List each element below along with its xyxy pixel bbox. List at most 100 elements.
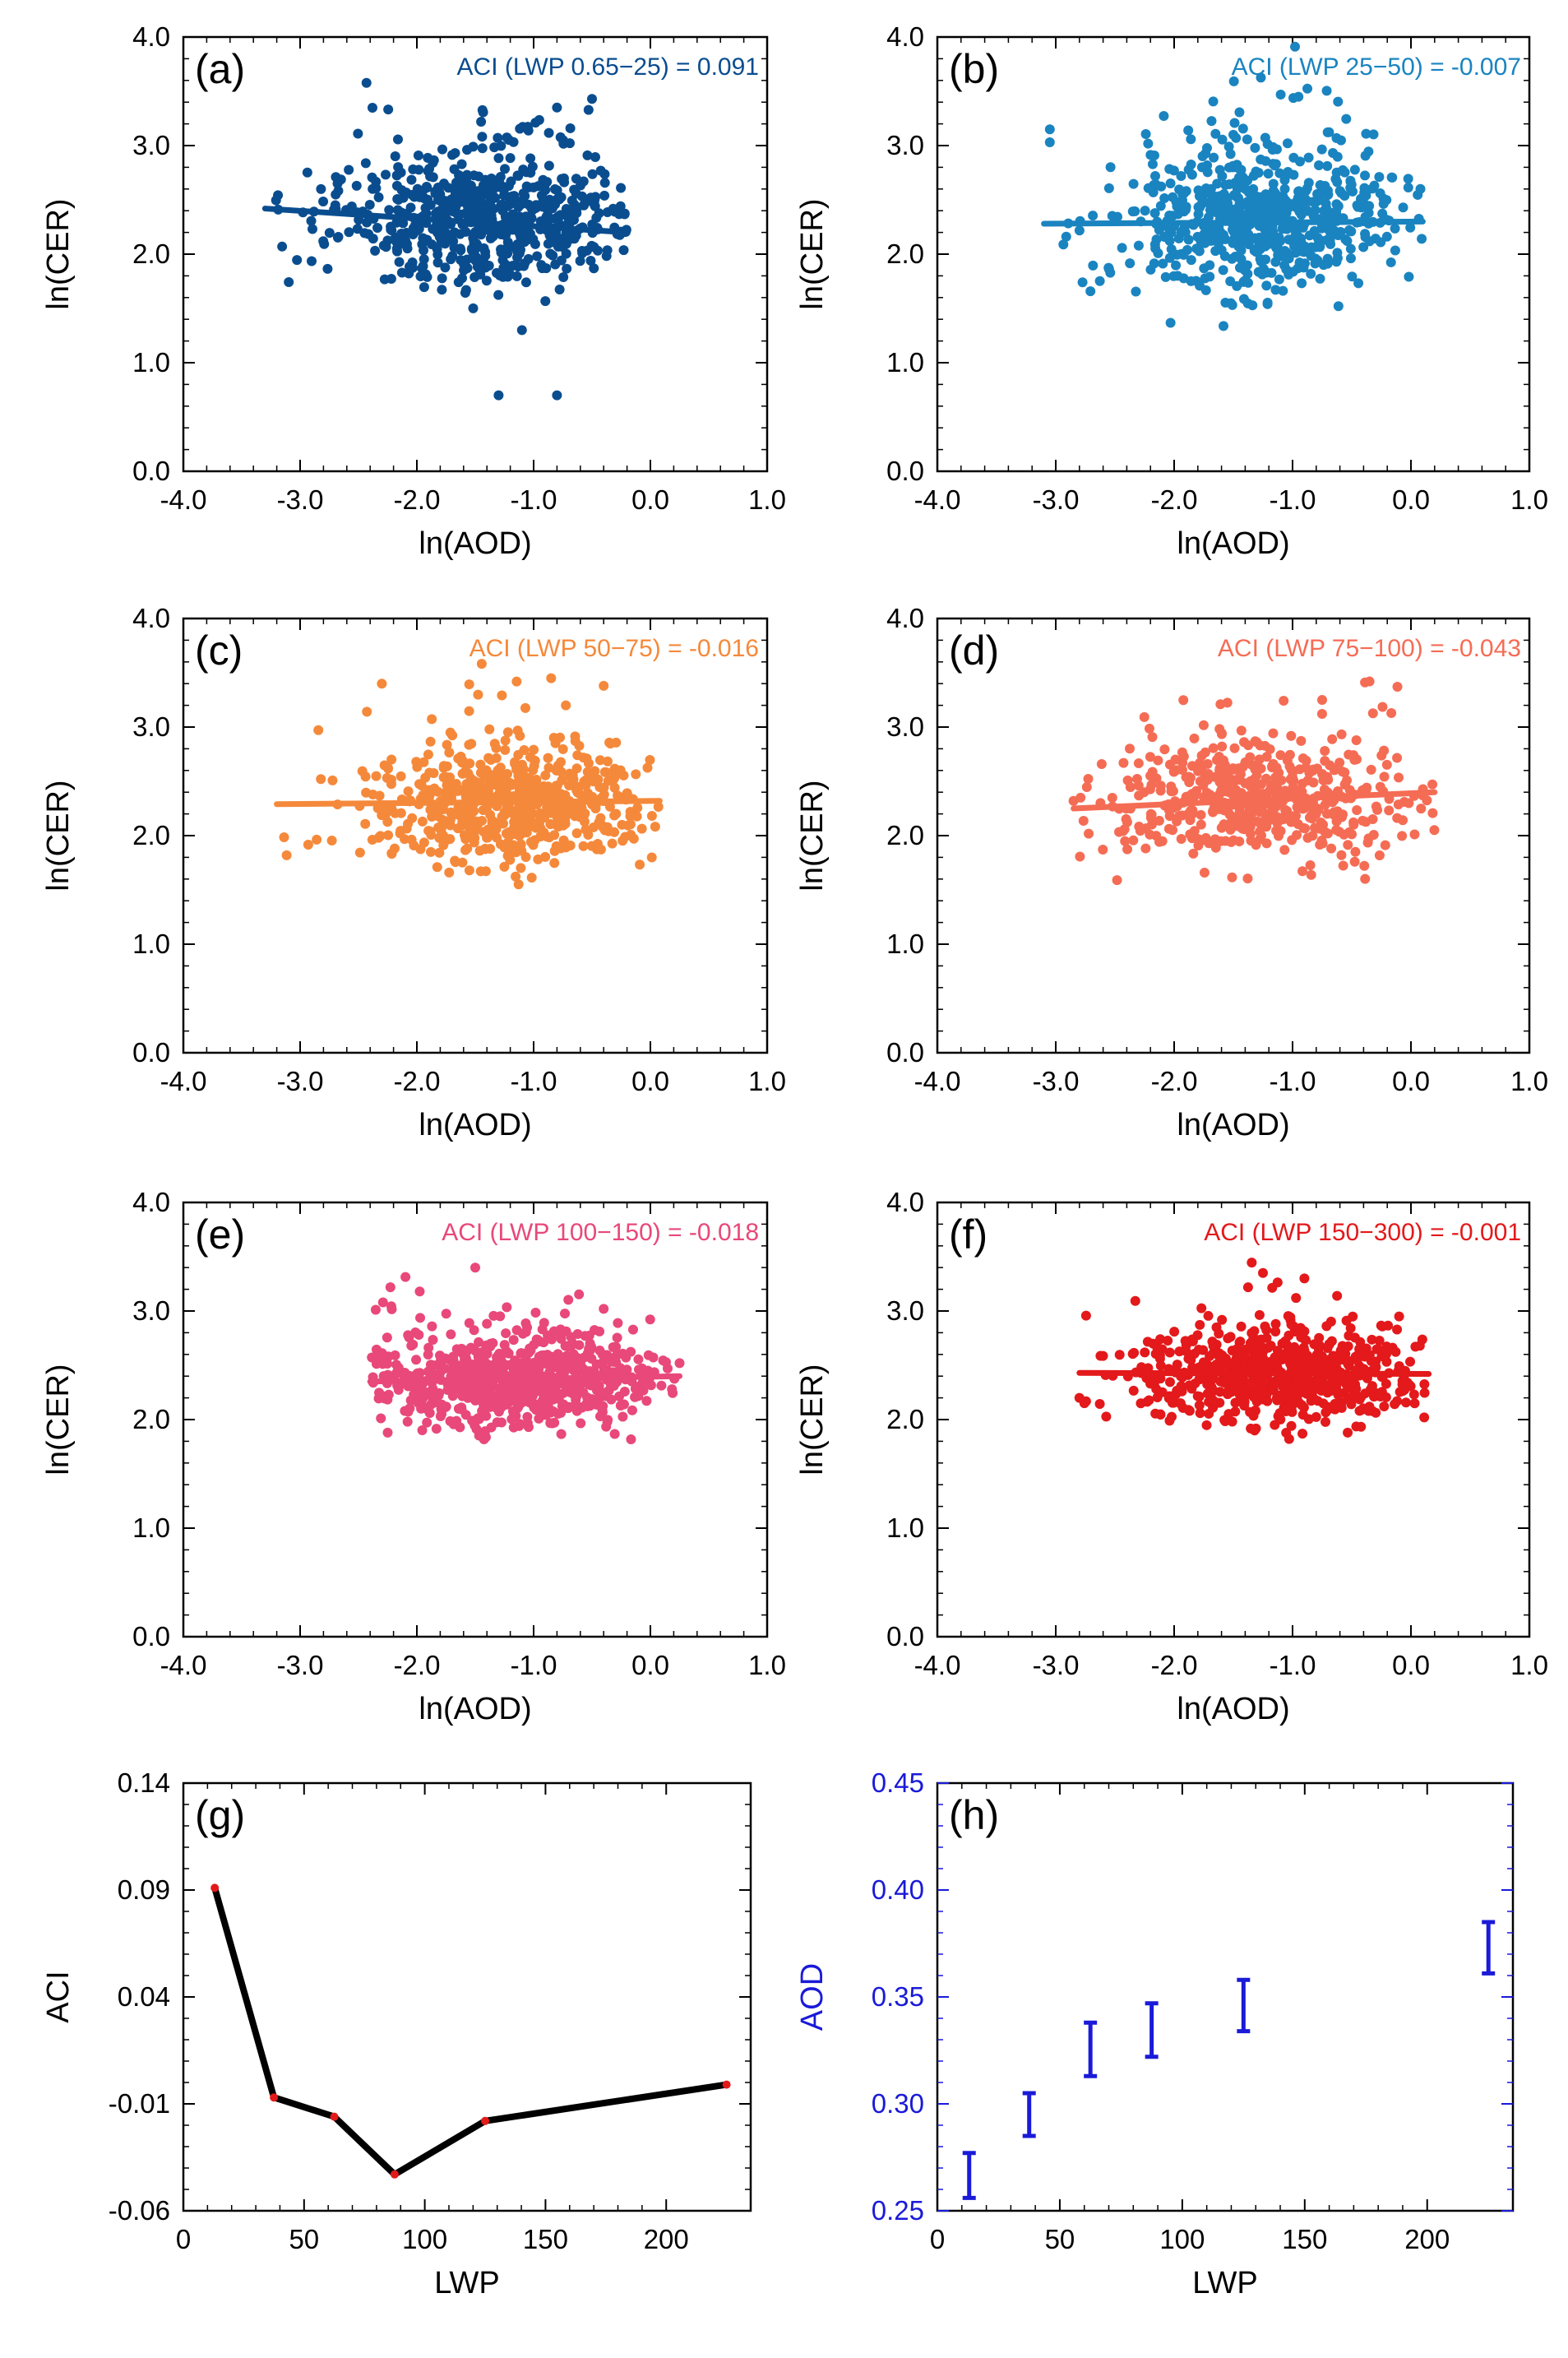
data-point	[1322, 1403, 1333, 1414]
panel-label: (h)	[949, 1792, 999, 1838]
data-point	[507, 260, 518, 271]
data-point	[501, 1328, 511, 1339]
data-point	[499, 1340, 510, 1350]
data-point	[1234, 197, 1245, 208]
data-point	[372, 222, 383, 233]
data-point	[392, 194, 403, 205]
data-point	[459, 830, 469, 841]
data-point	[1098, 845, 1108, 855]
data-point	[1329, 807, 1339, 818]
data-point	[438, 178, 449, 189]
x-tick-label: 100	[1159, 2224, 1205, 2254]
panel-label: (b)	[949, 46, 999, 92]
data-point	[1305, 860, 1316, 871]
data-point	[1330, 1399, 1340, 1410]
data-point	[630, 1383, 641, 1394]
data-point	[598, 1401, 608, 1411]
y-axis-label: ln(CER)	[795, 198, 830, 309]
data-point	[1314, 1332, 1325, 1343]
data-point	[1381, 1356, 1392, 1367]
y-tick-label: 0.0	[132, 1621, 170, 1652]
data-point	[1171, 765, 1182, 776]
data-point	[1084, 828, 1094, 839]
data-point	[606, 1394, 617, 1405]
data-point	[1267, 1282, 1278, 1293]
data-point	[469, 1325, 479, 1336]
data-point	[417, 1425, 428, 1435]
data-point	[617, 1411, 628, 1422]
data-point	[1186, 833, 1197, 844]
data-point	[626, 829, 636, 840]
data-point	[1335, 135, 1346, 146]
data-point	[1223, 197, 1233, 208]
data-point	[479, 1369, 490, 1379]
data-point	[1260, 808, 1270, 819]
data-point	[1171, 260, 1182, 271]
data-point	[609, 1429, 620, 1439]
data-point	[1151, 1383, 1162, 1394]
data-point	[1332, 248, 1343, 258]
data-point	[434, 192, 445, 202]
data-point	[491, 743, 502, 753]
data-point	[1358, 242, 1369, 252]
y-axis-label: ln(CER)	[41, 780, 76, 891]
data-point	[1297, 1429, 1308, 1439]
data-point	[408, 164, 419, 174]
data-point	[1296, 234, 1307, 244]
data-point	[565, 234, 576, 244]
data-point	[1135, 826, 1145, 836]
data-point	[1300, 823, 1311, 834]
data-point	[1157, 836, 1168, 846]
data-point	[500, 164, 511, 174]
data-point	[462, 263, 473, 274]
data-point	[1360, 1388, 1371, 1399]
x-tick-label: 0.0	[1392, 484, 1430, 515]
data-point	[1339, 1345, 1349, 1355]
data-point	[1202, 758, 1213, 769]
x-tick-label: 0	[930, 2224, 945, 2254]
data-point	[1187, 1334, 1198, 1345]
data-point	[1199, 263, 1210, 274]
data-point	[1176, 1381, 1186, 1392]
data-point	[516, 1358, 526, 1369]
data-point	[530, 835, 540, 845]
x-tick-label: -4.0	[160, 1650, 207, 1680]
data-point	[499, 244, 510, 255]
data-point	[1275, 89, 1286, 100]
data-point	[638, 1364, 649, 1375]
aci-point	[330, 2112, 339, 2121]
data-point	[553, 804, 564, 815]
aci-annotation: ACI (LWP 25−50) = -0.007	[1232, 53, 1521, 81]
data-point	[1375, 188, 1385, 199]
data-point	[1256, 257, 1266, 267]
data-point	[493, 132, 503, 143]
data-point	[1299, 1273, 1310, 1284]
data-point	[1261, 280, 1272, 291]
data-point	[562, 1383, 572, 1393]
data-point	[450, 857, 460, 868]
data-point	[505, 855, 516, 865]
data-point	[1194, 1392, 1205, 1402]
data-point	[414, 1286, 425, 1297]
data-point	[327, 775, 338, 785]
data-point	[614, 1391, 625, 1401]
data-point	[1371, 1344, 1382, 1355]
data-point	[597, 1349, 608, 1360]
data-point	[1333, 96, 1344, 107]
data-point	[1165, 317, 1176, 328]
data-point	[578, 841, 589, 851]
plot-frame-g	[182, 1781, 752, 2212]
data-point	[530, 790, 540, 801]
data-point	[477, 143, 488, 154]
data-point	[418, 233, 428, 243]
data-point	[1289, 1349, 1300, 1360]
data-point	[648, 1352, 659, 1363]
data-point	[435, 1356, 446, 1367]
data-point	[563, 808, 574, 819]
data-point	[1374, 1336, 1385, 1346]
data-point	[383, 104, 394, 115]
data-point	[400, 188, 411, 198]
data-point	[465, 1369, 476, 1380]
data-point	[1349, 856, 1360, 867]
data-point	[1328, 148, 1339, 159]
